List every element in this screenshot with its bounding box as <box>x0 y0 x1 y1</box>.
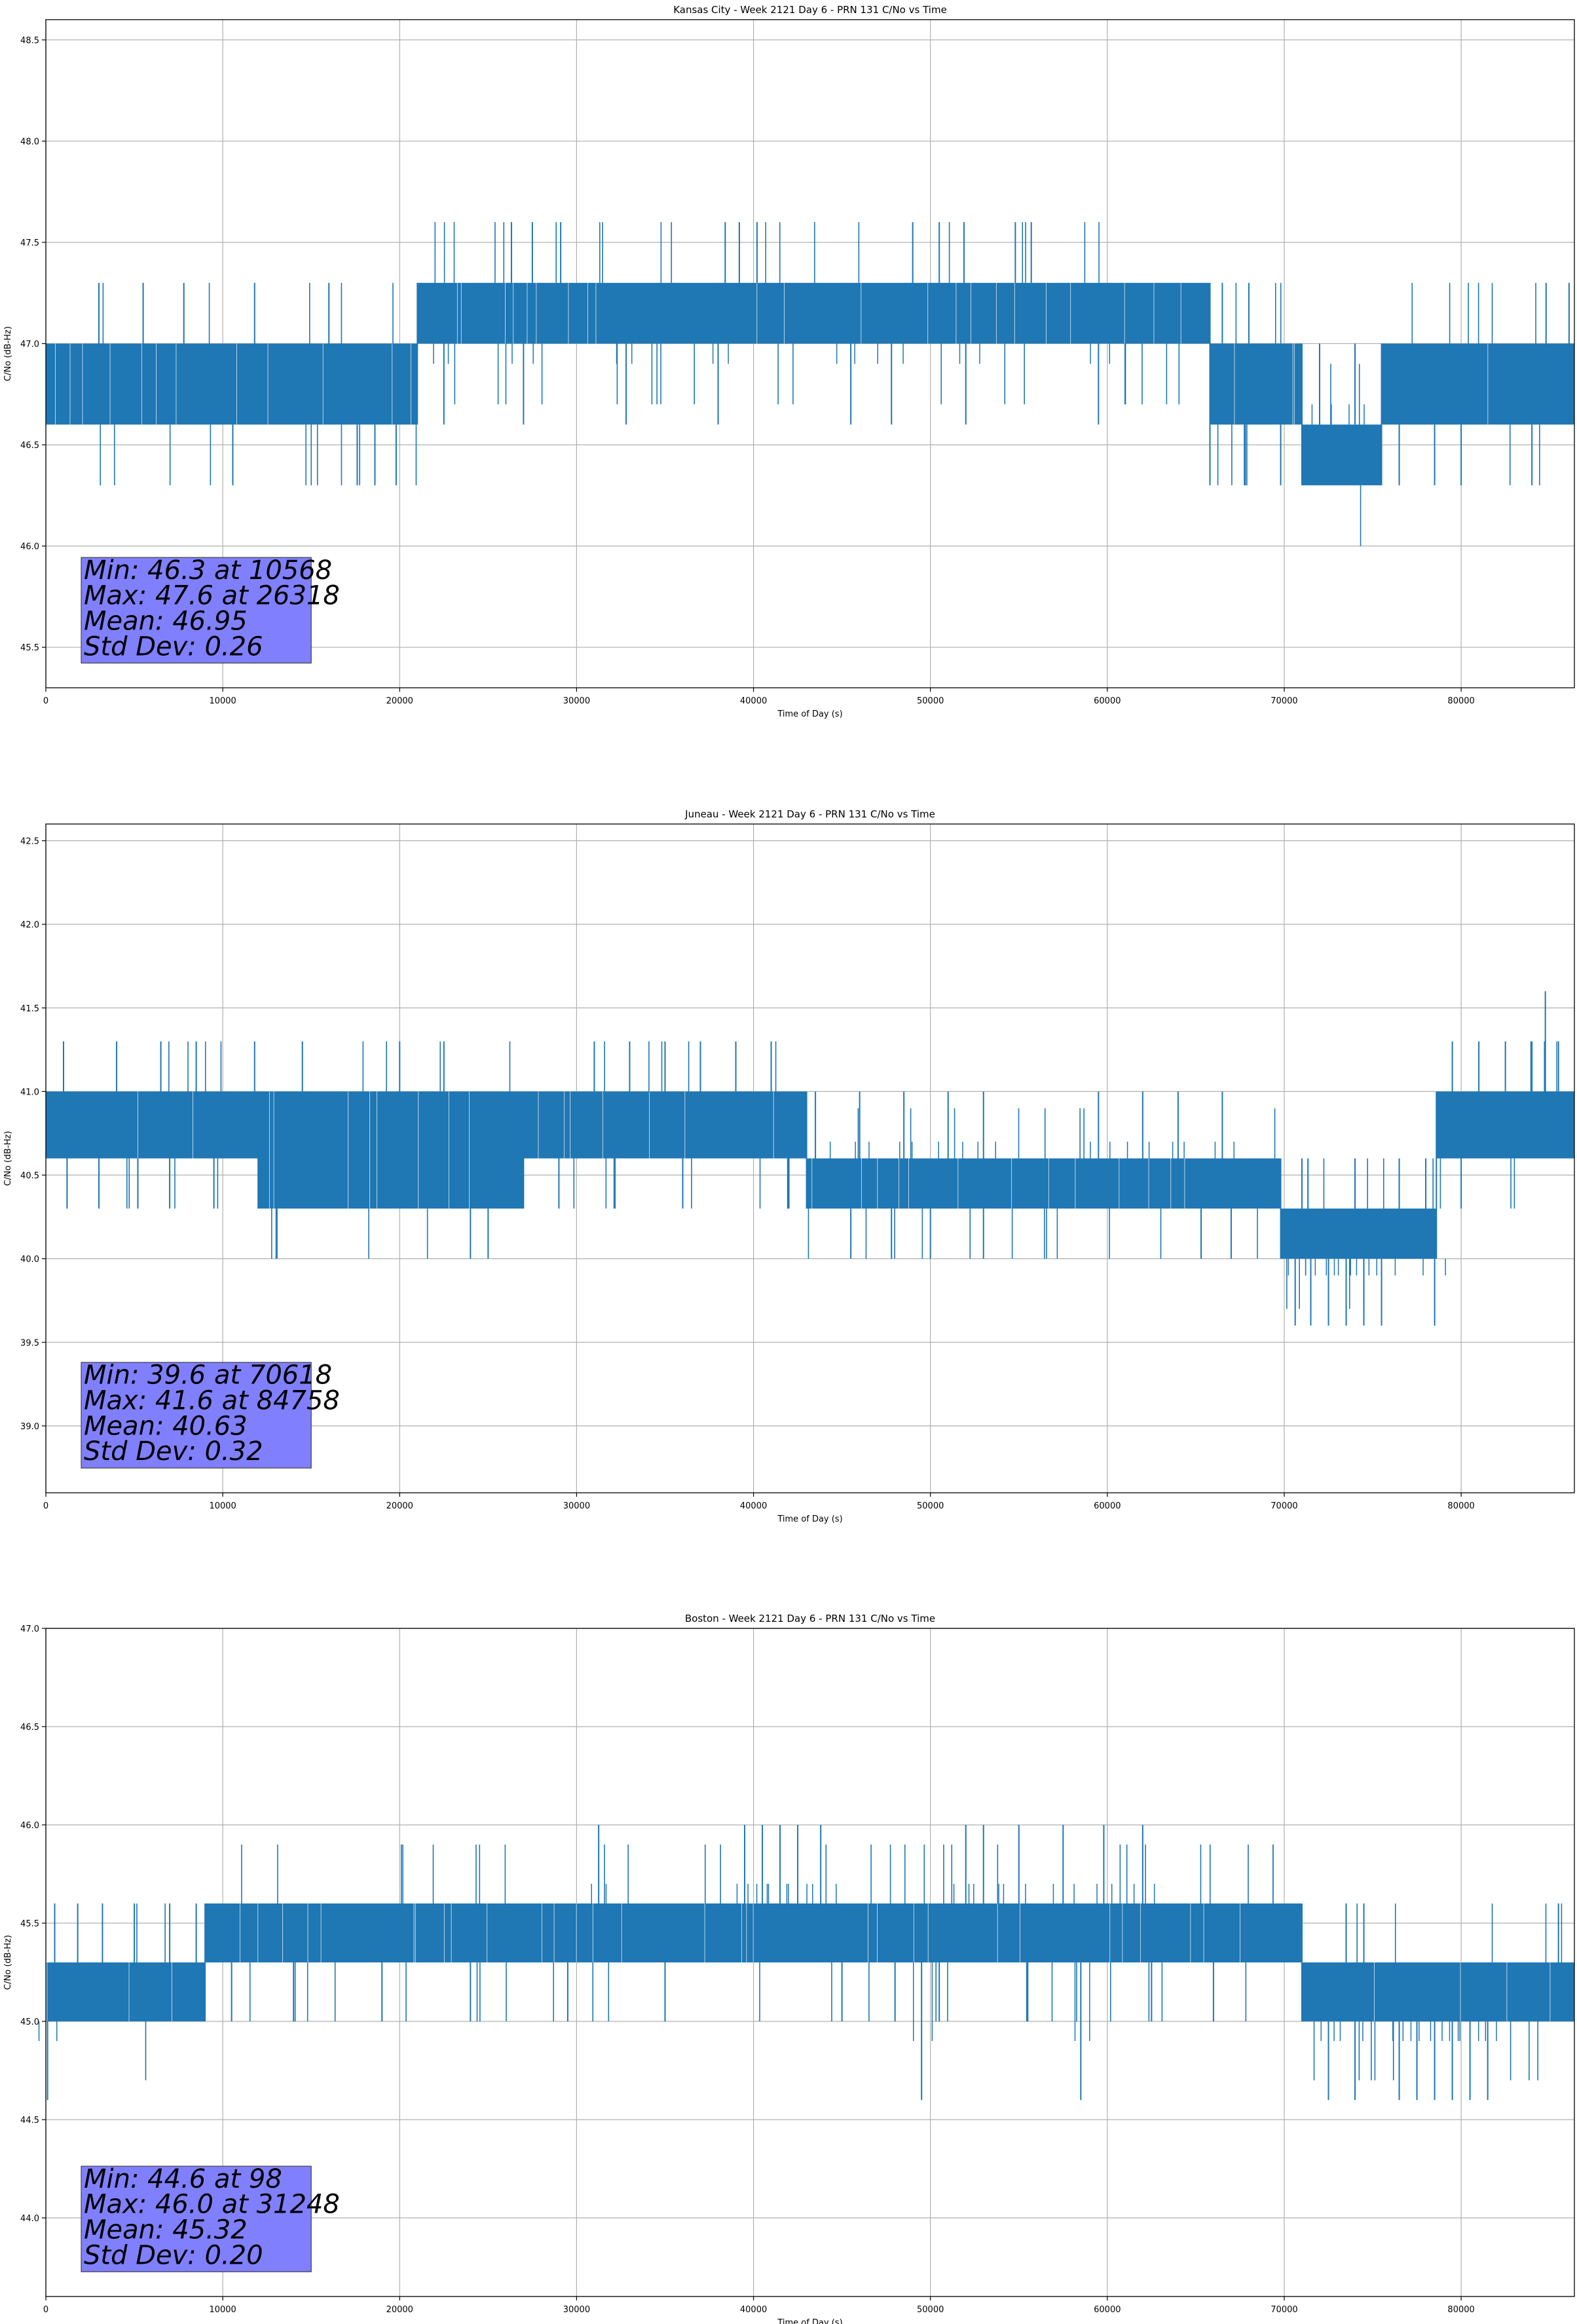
y-tick-label: 47.0 <box>20 340 39 350</box>
y-tick-label: 46.5 <box>20 1723 39 1733</box>
y-tick-label: 39.0 <box>20 1422 39 1432</box>
panel-kansas-city: Kansas City - Week 2121 Day 6 - PRN 131 … <box>3 4 1575 719</box>
panel-title: Kansas City - Week 2121 Day 6 - PRN 131 … <box>673 4 947 16</box>
x-tick-label: 30000 <box>563 1501 590 1511</box>
plot-frame <box>45 823 1575 1493</box>
x-axis-label: Time of Day (s) <box>777 709 842 719</box>
stats-min: Min: 44.6 at 98 <box>84 2164 282 2194</box>
series-band <box>523 1091 807 1159</box>
series-band <box>258 1091 524 1209</box>
series-cno <box>38 1825 1574 2100</box>
series-band <box>46 1091 259 1159</box>
x-tick-label: 30000 <box>563 2305 590 2315</box>
stats-mean: Mean: 45.32 <box>84 2215 248 2245</box>
series-band <box>1280 1209 1437 1259</box>
stats-box <box>81 2165 312 2272</box>
series-band <box>1210 343 1302 425</box>
y-tick-label: 44.0 <box>20 2214 39 2224</box>
series-band <box>46 1962 206 2021</box>
y-tick-label: 40.0 <box>20 1255 39 1265</box>
panel-title: Juneau - Week 2121 Day 6 - PRN 131 C/No … <box>684 808 935 820</box>
stats-max: Max: 46.0 at 31248 <box>84 2190 340 2220</box>
y-tick-label: 48.0 <box>20 137 39 147</box>
x-tick-label: 0 <box>43 1501 48 1511</box>
stats-mean: Mean: 46.95 <box>84 606 248 636</box>
series-band <box>417 282 1210 344</box>
x-tick-label: 40000 <box>740 696 767 706</box>
stats-box <box>81 1362 312 1469</box>
series-band <box>806 1158 1281 1209</box>
y-tick-label: 45.5 <box>20 1919 39 1929</box>
x-axis-label: Time of Day (s) <box>777 1514 842 1524</box>
x-tick-label: 50000 <box>917 2305 944 2315</box>
x-axis-label: Time of Day (s) <box>777 2318 842 2324</box>
y-tick-label: 41.5 <box>20 1004 39 1014</box>
y-tick-label: 45.0 <box>20 2017 39 2027</box>
x-tick-label: 80000 <box>1447 2305 1474 2315</box>
y-tick-label: 40.5 <box>20 1171 39 1181</box>
x-tick-label: 10000 <box>209 696 236 706</box>
y-axis-label: C/No (dB-Hz) <box>3 1935 13 1990</box>
y-tick-label: 42.0 <box>20 920 39 930</box>
x-tick-label: 0 <box>43 2305 48 2315</box>
y-tick-label: 44.5 <box>20 2116 39 2126</box>
series-band <box>46 343 418 425</box>
x-tick-label: 20000 <box>386 2305 413 2315</box>
plot-frame <box>45 1628 1575 2297</box>
y-tick-label: 47.5 <box>20 238 39 248</box>
stats-mean: Mean: 40.63 <box>84 1411 248 1441</box>
y-tick-label: 46.0 <box>20 1821 39 1831</box>
stats-min: Min: 46.3 at 10568 <box>84 555 332 586</box>
x-tick-label: 10000 <box>209 2305 236 2315</box>
stats-std-dev: Std Dev: 0.26 <box>84 631 263 662</box>
series-band <box>1381 343 1574 425</box>
x-tick-label: 10000 <box>209 1501 236 1511</box>
x-tick-label: 60000 <box>1094 2305 1121 2315</box>
y-tick-label: 39.5 <box>20 1338 39 1348</box>
y-tick-label: 45.5 <box>20 643 39 653</box>
x-tick-label: 80000 <box>1447 1501 1474 1511</box>
y-tick-label: 48.5 <box>20 36 39 46</box>
panel-juneau: Juneau - Week 2121 Day 6 - PRN 131 C/No … <box>3 808 1575 1524</box>
series-band <box>1436 1091 1574 1159</box>
y-tick-label: 42.5 <box>20 837 39 847</box>
x-tick-label: 60000 <box>1094 1501 1121 1511</box>
y-tick-label: 46.0 <box>20 542 39 552</box>
x-tick-label: 50000 <box>917 696 944 706</box>
x-tick-label: 70000 <box>1271 1501 1297 1511</box>
panel-boston: Boston - Week 2121 Day 6 - PRN 131 C/No … <box>3 1613 1575 2324</box>
plot-frame <box>45 19 1575 688</box>
y-tick-label: 46.5 <box>20 441 39 451</box>
series-cno <box>46 991 1574 1326</box>
panel-title: Boston - Week 2121 Day 6 - PRN 131 C/No … <box>685 1613 935 1624</box>
x-tick-label: 20000 <box>386 696 413 706</box>
x-tick-label: 30000 <box>563 696 590 706</box>
x-tick-label: 40000 <box>740 2305 767 2315</box>
x-tick-label: 0 <box>43 696 48 706</box>
stats-std-dev: Std Dev: 0.32 <box>84 1436 263 1467</box>
stats-min: Min: 39.6 at 70618 <box>84 1360 332 1391</box>
y-axis-label: C/No (dB-Hz) <box>3 1131 13 1186</box>
series-band <box>1301 424 1382 485</box>
series-band <box>1301 1962 1574 2021</box>
stats-box <box>81 557 312 664</box>
x-tick-label: 70000 <box>1271 696 1297 706</box>
x-tick-label: 80000 <box>1447 696 1474 706</box>
stats-std-dev: Std Dev: 0.20 <box>84 2240 263 2270</box>
x-tick-label: 20000 <box>386 1501 413 1511</box>
stats-max: Max: 41.6 at 84758 <box>84 1386 340 1416</box>
x-tick-label: 50000 <box>917 1501 944 1511</box>
y-tick-label: 47.0 <box>20 1624 39 1634</box>
x-tick-label: 60000 <box>1094 696 1121 706</box>
x-tick-label: 70000 <box>1271 2305 1297 2315</box>
y-tick-label: 41.0 <box>20 1087 39 1097</box>
stats-max: Max: 47.6 at 26318 <box>84 581 340 611</box>
x-tick-label: 40000 <box>740 1501 767 1511</box>
y-axis-label: C/No (dB-Hz) <box>3 326 13 381</box>
series-cno <box>46 222 1574 546</box>
